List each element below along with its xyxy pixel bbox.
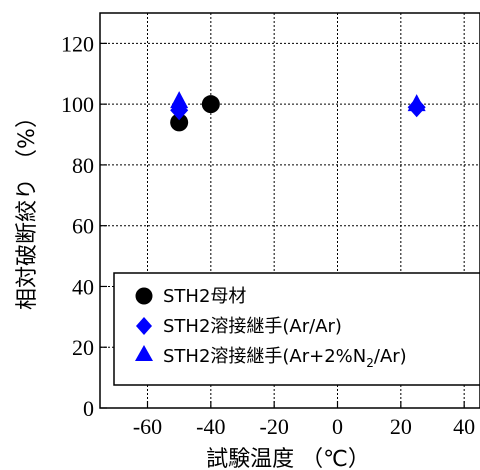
- y-tick-label: 60: [72, 214, 94, 239]
- y-tick-label: 40: [72, 274, 94, 299]
- x-tick-label: -40: [196, 414, 225, 439]
- y-tick-label: 20: [72, 335, 94, 360]
- y-tick-label: 0: [83, 396, 94, 421]
- legend-label-weld-ar-n2: STH2溶接継手(Ar+2%N2/Ar): [163, 346, 407, 370]
- data-point-triangle: [170, 91, 189, 109]
- legend-marker-circle: [135, 287, 153, 305]
- x-tick-label: 20: [390, 414, 412, 439]
- y-axis-label: 相対破断絞り （%）: [15, 106, 40, 310]
- plot-area-frame: [99, 12, 480, 409]
- y-tick-label: 120: [61, 31, 94, 56]
- legend-label-weld-ar: STH2溶接継手(Ar/Ar): [163, 316, 342, 337]
- data-point-triangle: [407, 94, 426, 112]
- x-tick-label: 0: [332, 414, 343, 439]
- legend: STH2母材 STH2溶接継手(Ar/Ar) STH2溶接継手(Ar+2%N2/…: [113, 272, 480, 386]
- x-tick-label: -60: [133, 414, 162, 439]
- legend-marker-triangle: [135, 345, 153, 361]
- x-tick-label: -20: [260, 414, 289, 439]
- x-tick-label: 40: [453, 414, 475, 439]
- data-point-circle: [170, 113, 189, 132]
- legend-marker-diamond: [136, 317, 152, 335]
- y-axis-ticks: 0 20 40 60 80 100 120: [61, 31, 107, 421]
- data-points: [170, 91, 426, 132]
- legend-box: [113, 272, 480, 386]
- y-tick-label: 100: [61, 92, 94, 117]
- y-tick-label: 80: [72, 153, 94, 178]
- legend-label-base-metal: STH2母材: [163, 286, 246, 307]
- x-axis-ticks: -60 -40 -20 0 20 40: [133, 401, 475, 439]
- data-point-circle: [201, 95, 220, 114]
- x-axis-label: 試験温度 （℃）: [206, 447, 370, 470]
